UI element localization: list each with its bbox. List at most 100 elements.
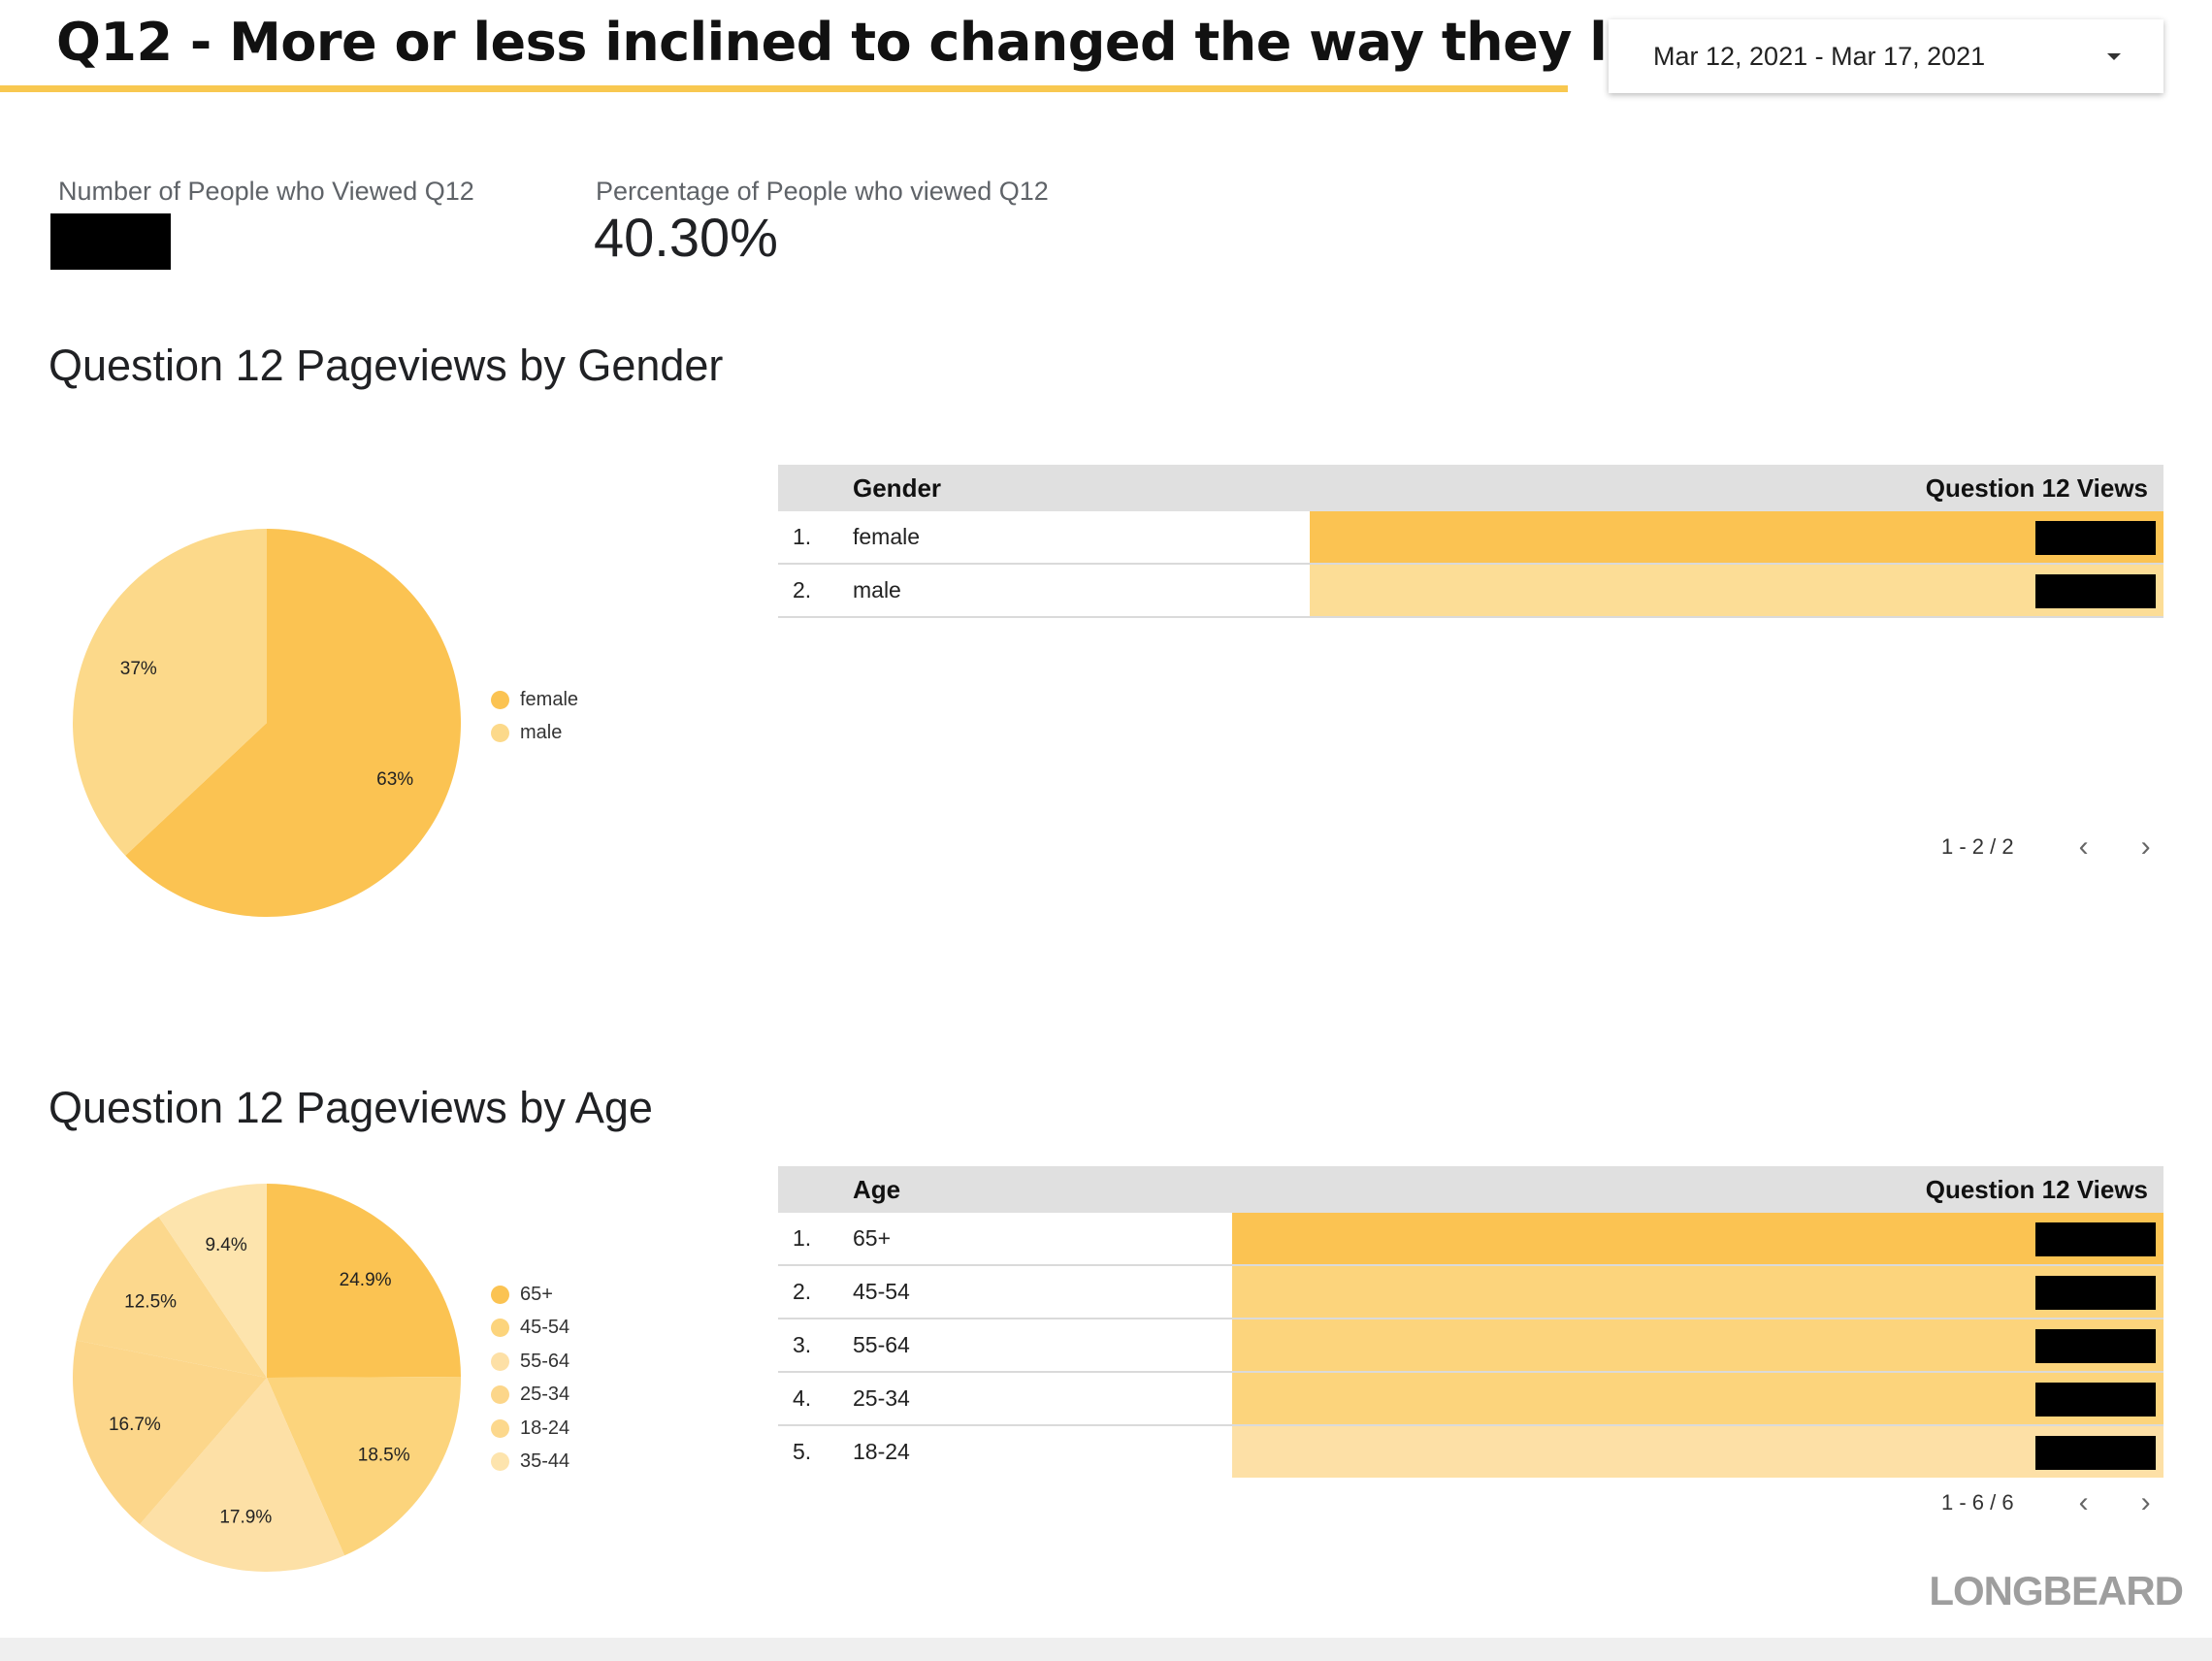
scorecard-percentage-label: Percentage of People who viewed Q12 xyxy=(596,177,1049,206)
table-row[interactable]: 1. female xyxy=(778,511,2163,565)
gender-legend: female male xyxy=(491,683,578,750)
legend-dot-icon xyxy=(491,1418,509,1438)
table-row[interactable]: 3. 55-64 xyxy=(778,1319,2163,1373)
column-header-views[interactable]: Question 12 Views xyxy=(1925,473,2148,503)
legend-dot-icon xyxy=(491,1385,509,1405)
legend-item-male[interactable]: male xyxy=(491,717,578,751)
row-index: 2. xyxy=(793,1279,812,1304)
legend-label: male xyxy=(520,722,563,744)
row-bar xyxy=(1232,1213,2163,1264)
table-row[interactable]: 5. 18-24 xyxy=(778,1426,2163,1478)
row-label: female xyxy=(853,524,921,549)
legend-label: 25-34 xyxy=(520,1384,570,1406)
table-row[interactable]: 2. male xyxy=(778,565,2163,618)
age-table: Age Question 12 Views 1. 65+ 2. 45-54 3.… xyxy=(778,1166,2163,1478)
gender-pie-chart: 63% 37% xyxy=(73,529,462,917)
legend-item-25-34[interactable]: 25-34 xyxy=(491,1379,569,1413)
age-pie-slice-55-64[interactable] xyxy=(140,1378,345,1573)
pagination-text: 1 - 6 / 6 xyxy=(1941,1490,2014,1514)
row-bar xyxy=(1232,1373,2163,1424)
chevron-right-icon[interactable]: › xyxy=(2140,830,2151,863)
gender-section-title: Question 12 Pageviews by Gender xyxy=(49,341,724,390)
legend-item-45-54[interactable]: 45-54 xyxy=(491,1312,569,1346)
row-index: 3. xyxy=(793,1332,812,1357)
column-header-age[interactable]: Age xyxy=(853,1175,901,1204)
age-pie-slice-45-54[interactable] xyxy=(267,1377,462,1556)
age-pie-slice-label: 24.9% xyxy=(340,1270,392,1290)
column-header-gender[interactable]: Gender xyxy=(853,473,942,503)
table-header: Age Question 12 Views xyxy=(778,1166,2163,1213)
row-index: 1. xyxy=(793,1225,812,1251)
legend-label: 65+ xyxy=(520,1283,553,1305)
row-bar xyxy=(1232,1426,2163,1478)
chevron-left-icon[interactable]: ‹ xyxy=(2078,1486,2089,1518)
brand-logo: LONGBEARD xyxy=(1929,1568,2184,1613)
age-pie-slice-label: 16.7% xyxy=(109,1415,161,1435)
gender-pie-slice-label: 63% xyxy=(376,769,413,790)
row-value-redacted xyxy=(2035,574,2156,608)
table-row[interactable]: 1. 65+ xyxy=(778,1213,2163,1266)
legend-dot-icon xyxy=(491,1319,509,1338)
legend-label: 18-24 xyxy=(520,1417,570,1439)
row-bar xyxy=(1310,565,2163,616)
legend-item-65-plus[interactable]: 65+ xyxy=(491,1278,569,1312)
legend-item-18-24[interactable]: 18-24 xyxy=(491,1412,569,1446)
row-label: 45-54 xyxy=(853,1279,910,1304)
row-bar xyxy=(1232,1319,2163,1371)
legend-label: female xyxy=(520,688,579,710)
legend-item-35-44[interactable]: 35-44 xyxy=(491,1446,569,1480)
row-index: 1. xyxy=(793,524,812,549)
scorecard-views-value-redacted xyxy=(50,213,171,270)
gender-table: Gender Question 12 Views 1. female 2. ma… xyxy=(778,465,2163,618)
row-index: 4. xyxy=(793,1385,812,1411)
date-range-selector[interactable]: Mar 12, 2021 - Mar 17, 2021 xyxy=(1609,19,2163,93)
age-legend: 65+ 45-54 55-64 25-34 18-24 35-44 xyxy=(491,1278,569,1479)
legend-dot-icon xyxy=(491,724,509,743)
age-table-pagination: 1 - 6 / 6 ‹ › xyxy=(1941,1486,2177,1519)
legend-item-55-64[interactable]: 55-64 xyxy=(491,1345,569,1379)
age-pie-slice-65-plus[interactable] xyxy=(267,1184,461,1378)
row-value-redacted xyxy=(2035,1329,2156,1363)
column-header-views[interactable]: Question 12 Views xyxy=(1925,1175,2148,1204)
gender-pie-slice-male[interactable] xyxy=(73,529,267,856)
title-underline xyxy=(0,85,1568,92)
row-label: 65+ xyxy=(853,1225,892,1251)
age-pie-slice-18-24[interactable] xyxy=(76,1216,267,1378)
table-header: Gender Question 12 Views xyxy=(778,465,2163,511)
bottom-strip xyxy=(0,1638,2212,1661)
row-index: 5. xyxy=(793,1439,812,1464)
date-range-text: Mar 12, 2021 - Mar 17, 2021 xyxy=(1653,41,1986,71)
legend-label: 45-54 xyxy=(520,1317,570,1339)
age-pie-slice-label: 18.5% xyxy=(358,1446,410,1466)
row-value-redacted xyxy=(2035,1276,2156,1310)
legend-dot-icon xyxy=(491,1352,509,1371)
row-label: male xyxy=(853,577,901,603)
row-value-redacted xyxy=(2035,1222,2156,1256)
chevron-right-icon[interactable]: › xyxy=(2140,1486,2151,1518)
table-row[interactable]: 2. 45-54 xyxy=(778,1266,2163,1319)
page-title: Q12 - More or less inclined to changed t… xyxy=(56,12,1731,73)
legend-dot-icon xyxy=(491,690,509,709)
table-row[interactable]: 4. 25-34 xyxy=(778,1373,2163,1426)
row-value-redacted xyxy=(2035,521,2156,555)
age-pie-slice-label: 12.5% xyxy=(124,1291,177,1312)
gender-table-pagination: 1 - 2 / 2 ‹ › xyxy=(1941,830,2177,863)
gender-pie-slice-label: 37% xyxy=(120,659,157,679)
legend-label: 35-44 xyxy=(520,1450,570,1473)
row-label: 55-64 xyxy=(853,1332,910,1357)
chevron-left-icon[interactable]: ‹ xyxy=(2078,830,2089,863)
row-bar xyxy=(1310,511,2163,563)
row-label: 25-34 xyxy=(853,1385,910,1411)
gender-pie-slice-female[interactable] xyxy=(125,529,462,917)
legend-label: 55-64 xyxy=(520,1350,570,1372)
age-pie-slice-35-44[interactable] xyxy=(158,1184,267,1378)
legend-item-female[interactable]: female xyxy=(491,683,578,717)
scorecard-percentage-value: 40.30% xyxy=(594,207,778,268)
row-value-redacted xyxy=(2035,1436,2156,1470)
legend-dot-icon xyxy=(491,1452,509,1472)
row-bar xyxy=(1232,1266,2163,1318)
pagination-text: 1 - 2 / 2 xyxy=(1941,834,2014,859)
row-index: 2. xyxy=(793,577,812,603)
age-pie-slice-label: 17.9% xyxy=(219,1507,272,1527)
age-pie-slice-25-34[interactable] xyxy=(73,1340,267,1525)
